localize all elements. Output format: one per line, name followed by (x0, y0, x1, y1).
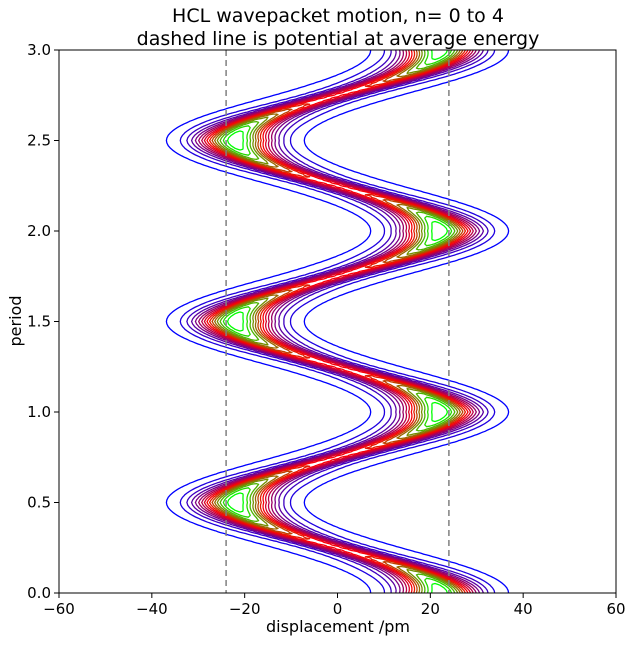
contour-level (179, 50, 496, 593)
y-tick-label: 2.5 (27, 132, 51, 150)
contour-level (194, 50, 481, 593)
contour-level (198, 50, 477, 593)
plot-frame (58, 49, 617, 594)
x-tick-label: 40 (514, 600, 533, 618)
x-tick-label: 60 (606, 600, 625, 618)
y-axis-ticks: 0.0 0.5 1.0 1.5 2.0 2.5 3.0 (27, 41, 59, 602)
y-tick-label: 2.0 (27, 222, 51, 240)
contour-level (165, 50, 510, 593)
contour-level (206, 50, 469, 593)
y-axis-label: period (6, 296, 25, 347)
wavepacket-contours (165, 50, 510, 593)
x-axis-ticks: −60 −40 −20 0 20 40 60 (43, 593, 626, 618)
contour-level (203, 50, 472, 593)
chart-title-line-1: HCL wavepacket motion, n= 0 to 4 (172, 5, 504, 27)
contour-level (219, 50, 456, 593)
contour-level (201, 50, 474, 593)
contour-level (208, 50, 467, 593)
contour-level (216, 50, 459, 593)
x-tick-label: 0 (333, 600, 343, 618)
x-axis-label: displacement /pm (266, 617, 410, 636)
y-tick-label: 1.0 (27, 403, 51, 421)
contour-level (190, 50, 485, 593)
contour-level (222, 50, 453, 593)
x-tick-label: −40 (136, 600, 168, 618)
contour-level (186, 50, 489, 593)
contour-level (214, 50, 461, 593)
x-tick-label: 20 (421, 600, 440, 618)
contour-level (211, 50, 464, 593)
y-tick-label: 0.5 (27, 494, 51, 512)
x-tick-label: −60 (43, 600, 75, 618)
y-tick-label: 1.5 (27, 313, 51, 331)
chart-title-line-2: dashed line is potential at average ener… (137, 28, 540, 50)
y-tick-label: 3.0 (27, 41, 51, 59)
y-tick-label: 0.0 (27, 584, 51, 602)
chart-title: HCL wavepacket motion, n= 0 to 4 dashed … (137, 5, 540, 50)
x-tick-label: −20 (229, 600, 261, 618)
contour-level (226, 50, 449, 593)
potential-lines (225, 50, 450, 593)
